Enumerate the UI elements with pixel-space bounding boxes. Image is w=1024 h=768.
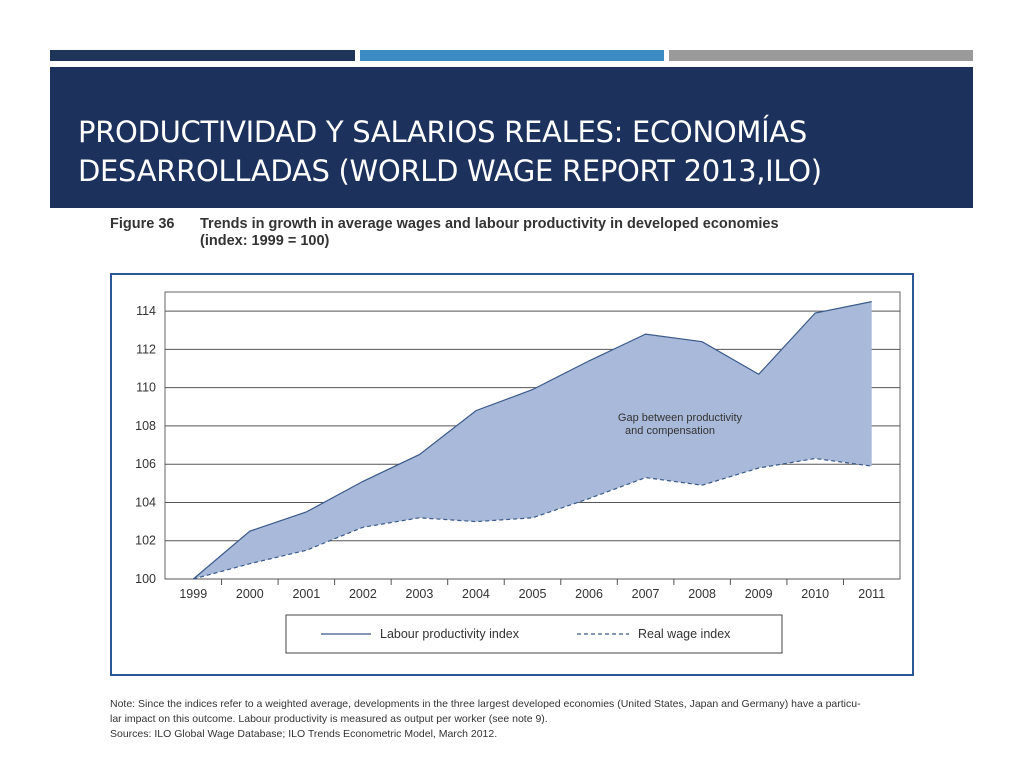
annotation-line1: Gap between productivity [618, 412, 743, 424]
x-tick-label: 2006 [575, 587, 603, 601]
sources-line: Sources: ILO Global Wage Database; ILO T… [110, 728, 498, 740]
figure-caption-line2: (index: 1999 = 100) [200, 233, 330, 249]
note-line1: Note: Since the indices refer to a weigh… [110, 698, 861, 710]
x-tick-label: 2007 [632, 587, 660, 601]
x-tick-label: 2000 [236, 587, 264, 601]
y-tick-label: 108 [135, 419, 156, 433]
slide-title: PRODUCTIVIDAD Y SALARIOS REALES: ECONOMÍ… [78, 113, 958, 191]
chart-frame: 100 102 104 106 108 110 112 114 1999 2000 2001 2002… [110, 273, 914, 676]
x-tick-label: 2003 [406, 587, 434, 601]
x-tick-label: 2008 [688, 587, 716, 601]
x-tick-label: 2011 [858, 587, 885, 601]
annotation-line2: and compensation [625, 425, 715, 437]
x-tick-label: 2004 [462, 587, 490, 601]
y-tick-label: 112 [136, 342, 156, 356]
legend-label-labour-productivity: Labour productivity index [380, 627, 520, 641]
y-tick-label: 106 [135, 457, 156, 471]
x-tick-label: 2009 [745, 587, 773, 601]
x-tick-label: 1999 [179, 587, 207, 601]
x-tick-label: 2010 [801, 587, 829, 601]
accent-bar-blue [360, 50, 664, 61]
figure-number: Figure 36 [110, 216, 175, 232]
y-tick-label: 110 [136, 381, 156, 395]
figure-caption: Figure 36 Trends in growth in average wag… [110, 216, 779, 250]
slide-title-line1: PRODUCTIVIDAD Y SALARIOS REALES: ECONOMÍ… [78, 115, 807, 149]
figure-caption-line1: Trends in growth in average wages and la… [200, 216, 779, 232]
x-tick-label: 2002 [349, 587, 377, 601]
gap-area [193, 301, 872, 579]
figure-notes: Note: Since the indices refer to a weigh… [110, 697, 930, 742]
y-tick-label: 114 [136, 304, 156, 318]
legend-label-real-wage: Real wage index [638, 627, 731, 641]
note-line2: lar impact on this outcome. Labour produ… [110, 713, 548, 725]
slide-title-line2: DESARROLLADAS (WORLD WAGE REPORT 2013,IL… [78, 154, 822, 188]
chart: 100 102 104 106 108 110 112 114 1999 2000 2001 2002… [135, 291, 901, 654]
slide-header: PRODUCTIVIDAD Y SALARIOS REALES: ECONOMÍ… [50, 67, 973, 208]
accent-bar-dark [50, 50, 355, 61]
y-tick-label: 100 [135, 572, 156, 586]
accent-bar-gray [669, 50, 973, 61]
y-tick-label: 102 [135, 534, 156, 548]
x-tick-label: 2005 [519, 587, 547, 601]
y-tick-label: 104 [135, 495, 156, 509]
x-tick-label: 2001 [292, 587, 320, 601]
